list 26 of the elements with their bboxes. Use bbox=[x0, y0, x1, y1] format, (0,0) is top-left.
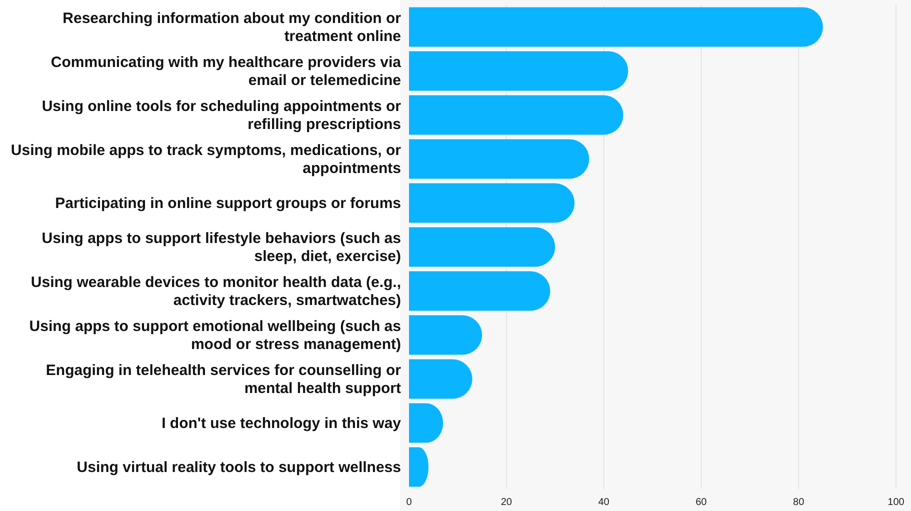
y-tick-label: Using apps to support lifestyle behaviors (such as sleep, diet, exercise) bbox=[42, 230, 402, 265]
bar bbox=[409, 95, 624, 135]
y-tick-label: Using apps to support emotional wellbeing (such as mood or stress management) bbox=[29, 318, 401, 353]
bar bbox=[409, 227, 556, 267]
x-tick-label: 80 bbox=[793, 497, 805, 508]
bar bbox=[409, 271, 550, 311]
x-tick-label: 0 bbox=[406, 497, 412, 508]
x-tick-label: 100 bbox=[888, 497, 905, 508]
bar bbox=[409, 183, 575, 223]
bar bbox=[409, 51, 628, 91]
y-tick-label: Communicating with my healthcare providers via email or telemedicine bbox=[50, 54, 402, 89]
bar bbox=[409, 359, 472, 399]
y-tick-label: Using virtual reality tools to support wellness bbox=[76, 459, 401, 476]
y-tick-label: Using mobile apps to track symptoms, medications, or appointments bbox=[10, 142, 402, 177]
x-tick-label: 20 bbox=[500, 497, 512, 508]
y-tick-label: Participating in online support groups or forums bbox=[55, 195, 401, 212]
bar bbox=[409, 139, 590, 179]
bar bbox=[409, 7, 823, 47]
y-tick-label: Using online tools for scheduling appointments or refilling prescriptions bbox=[42, 98, 402, 133]
x-tick-label: 40 bbox=[598, 497, 610, 508]
y-tick-label: Engaging in telehealth services for counselling or mental health support bbox=[46, 362, 402, 397]
bar bbox=[409, 315, 482, 355]
y-tick-label: Researching information about my condition or treatment online bbox=[62, 10, 402, 45]
y-tick-label: Using wearable devices to monitor health data (e.g., activity trackers, smartwatches) bbox=[30, 274, 401, 309]
x-tick-label: 60 bbox=[696, 497, 708, 508]
y-tick-label: I don't use technology in this way bbox=[162, 415, 402, 432]
